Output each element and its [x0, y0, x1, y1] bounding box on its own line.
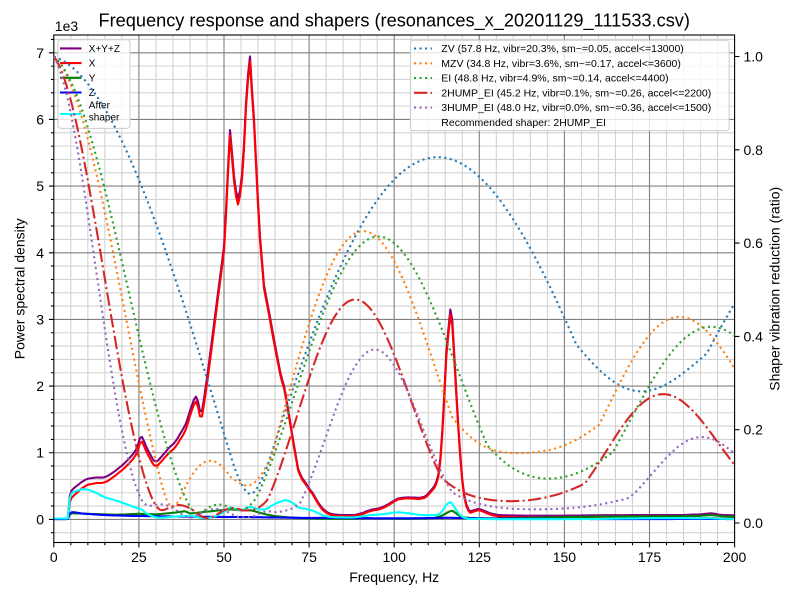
svg-text:Z: Z — [89, 88, 95, 99]
svg-text:1.0: 1.0 — [744, 49, 764, 65]
svg-text:0.4: 0.4 — [744, 328, 764, 344]
svg-text:200: 200 — [723, 549, 747, 565]
svg-text:7: 7 — [36, 45, 44, 61]
svg-text:4: 4 — [36, 245, 44, 261]
svg-text:150: 150 — [553, 549, 577, 565]
svg-text:Recommended shaper: 2HUMP_EI: Recommended shaper: 2HUMP_EI — [441, 117, 606, 129]
svg-text:shaper: shaper — [89, 113, 120, 124]
svg-text:6: 6 — [36, 112, 44, 128]
svg-text:75: 75 — [301, 549, 317, 565]
svg-text:Shaper vibration reduction (ra: Shaper vibration reduction (ratio) — [766, 187, 782, 391]
svg-text:25: 25 — [131, 549, 147, 565]
svg-text:After: After — [89, 100, 111, 111]
svg-text:2HUMP_EI (45.2 Hz, vibr=0.1%,: 2HUMP_EI (45.2 Hz, vibr=0.1%, sm~=0.26, … — [441, 87, 711, 99]
svg-text:3HUMP_EI (48.0 Hz, vibr=0.0%,: 3HUMP_EI (48.0 Hz, vibr=0.0%, sm~=0.36, … — [441, 102, 711, 114]
svg-text:2: 2 — [36, 378, 44, 394]
svg-text:0.6: 0.6 — [744, 235, 764, 251]
svg-text:1: 1 — [36, 445, 44, 461]
svg-text:Power spectral density: Power spectral density — [12, 218, 28, 359]
svg-text:0.8: 0.8 — [744, 142, 764, 158]
svg-text:X+Y+Z: X+Y+Z — [89, 44, 120, 55]
svg-text:Frequency response and shapers: Frequency response and shapers (resonanc… — [98, 11, 689, 32]
svg-text:125: 125 — [468, 549, 492, 565]
svg-text:5: 5 — [36, 178, 44, 194]
svg-text:ZV (57.8 Hz, vibr=20.3%, sm~=0: ZV (57.8 Hz, vibr=20.3%, sm~=0.05, accel… — [441, 43, 684, 55]
svg-text:100: 100 — [383, 549, 407, 565]
svg-text:X: X — [89, 59, 96, 70]
svg-text:50: 50 — [216, 549, 232, 565]
svg-text:0.0: 0.0 — [744, 515, 764, 531]
svg-text:Y: Y — [89, 73, 96, 84]
svg-text:1e3: 1e3 — [55, 18, 79, 34]
svg-text:3: 3 — [36, 311, 44, 327]
svg-text:0: 0 — [36, 511, 44, 527]
svg-text:0: 0 — [50, 549, 58, 565]
svg-text:0.2: 0.2 — [744, 422, 764, 438]
svg-text:175: 175 — [638, 549, 662, 565]
svg-text:EI (48.8 Hz, vibr=4.9%, sm~=0.: EI (48.8 Hz, vibr=4.9%, sm~=0.14, accel<… — [441, 73, 668, 85]
svg-text:Frequency, Hz: Frequency, Hz — [349, 569, 439, 585]
svg-text:MZV (34.8 Hz, vibr=3.6%, sm~=0: MZV (34.8 Hz, vibr=3.6%, sm~=0.17, accel… — [441, 58, 681, 70]
